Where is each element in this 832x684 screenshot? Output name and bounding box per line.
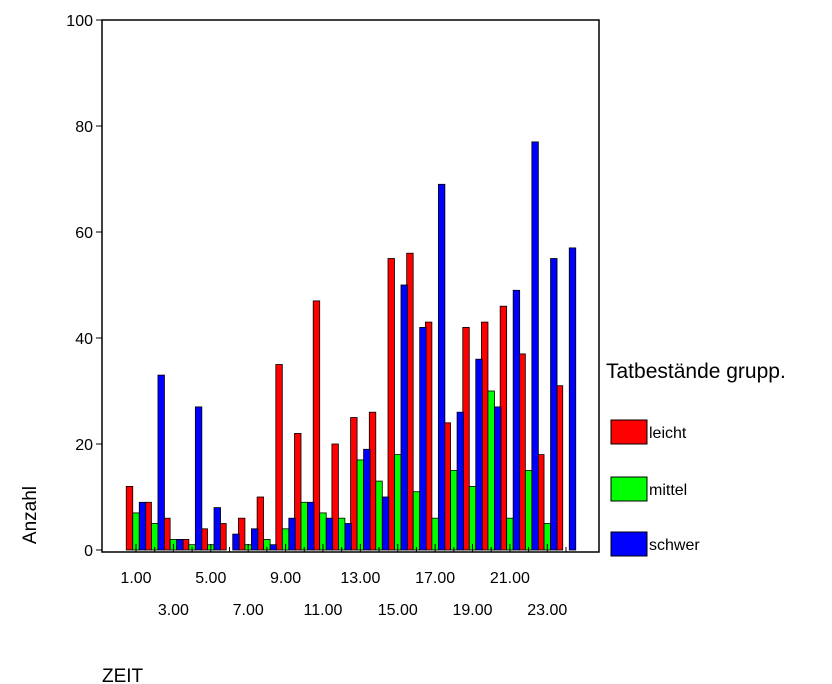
bar-schwer xyxy=(307,501,315,551)
x-tick-label: 17.00 xyxy=(415,570,455,587)
y-tick-label: 40 xyxy=(75,331,93,348)
bar-mittel xyxy=(412,491,421,551)
y-tick-label: 20 xyxy=(75,437,93,454)
y-axis-title: Anzahl xyxy=(20,486,41,544)
x-axis-title: ZEIT xyxy=(102,666,144,684)
bar-schwer xyxy=(288,517,296,551)
bar-schwer xyxy=(531,141,539,551)
bar-schwer xyxy=(512,289,521,551)
legend-label-mittel: mittel xyxy=(649,482,687,499)
bar-schwer xyxy=(251,528,259,551)
bar-mittel xyxy=(524,470,533,551)
x-tick-label: 5.00 xyxy=(195,570,226,587)
bar-leicht xyxy=(331,443,339,551)
bar-leicht xyxy=(312,300,321,551)
legend-swatch-mittel xyxy=(610,476,648,502)
bar-schwer xyxy=(325,517,334,551)
y-tick-label: 0 xyxy=(84,543,93,560)
bar-leicht xyxy=(256,496,265,551)
y-tick-label: 80 xyxy=(75,119,93,136)
bar-schwer xyxy=(176,539,184,551)
bar-mittel xyxy=(468,485,477,551)
y-axis-ticks: 0 20 40 60 80 100 xyxy=(66,13,102,560)
legend-swatch-schwer xyxy=(610,531,648,557)
bar-schwer xyxy=(138,501,147,551)
bar-schwer xyxy=(550,258,558,551)
bar-mittel xyxy=(356,459,364,551)
y-tick-label: 100 xyxy=(66,13,93,30)
bar-schwer xyxy=(456,411,464,551)
x-tick-label: 7.00 xyxy=(233,602,264,619)
bar-leicht xyxy=(125,485,134,551)
bar-schwer xyxy=(363,448,371,551)
x-tick-label: 21.00 xyxy=(490,570,530,587)
legend-label-leicht: leicht xyxy=(649,425,687,442)
bar-leicht xyxy=(275,364,283,551)
bars xyxy=(125,141,577,551)
bar-leicht xyxy=(387,258,395,551)
x-tick-label: 13.00 xyxy=(340,570,380,587)
x-tick-label: 9.00 xyxy=(270,570,301,587)
x-tick-label: 3.00 xyxy=(158,602,189,619)
bar-schwer xyxy=(400,284,408,551)
bar-schwer xyxy=(269,544,278,551)
bar-schwer xyxy=(232,533,240,551)
x-tick-label: 19.00 xyxy=(452,602,492,619)
bar-schwer xyxy=(475,358,483,551)
bar-schwer xyxy=(344,523,352,551)
legend-swatch-leicht xyxy=(610,419,648,445)
bar-schwer xyxy=(437,183,446,551)
bar-schwer xyxy=(157,374,165,551)
bar-schwer xyxy=(381,496,390,551)
bar-schwer xyxy=(494,406,502,551)
bar-mittel xyxy=(450,470,458,551)
plot-frame xyxy=(101,19,600,553)
bar-mittel xyxy=(375,480,383,551)
legend-title: Tatbestände grupp. xyxy=(606,360,786,383)
bar-mittel xyxy=(338,517,346,551)
x-tick-label: 15.00 xyxy=(378,602,418,619)
x-tick-label: 1.00 xyxy=(120,570,151,587)
bar-leicht xyxy=(294,432,302,551)
bar-schwer xyxy=(419,326,427,551)
x-tick-label: 23.00 xyxy=(527,602,567,619)
bar-mittel xyxy=(300,501,308,551)
bar-mittel xyxy=(487,390,495,551)
bar-mittel xyxy=(394,454,402,551)
bar-schwer xyxy=(568,247,577,551)
x-axis-ticks: 1.00 5.00 9.00 13.00 17.00 21.00 3.00 7.00 11.00… xyxy=(120,544,567,619)
bar-mittel xyxy=(151,523,159,551)
x-tick-label: 11.00 xyxy=(304,602,343,619)
legend: Tatbestände grupp. leicht mittel schwer xyxy=(606,360,786,557)
y-tick-label: 60 xyxy=(75,225,93,242)
legend-label-schwer: schwer xyxy=(649,537,700,554)
bar-schwer xyxy=(213,507,221,551)
bar-schwer xyxy=(194,406,203,551)
